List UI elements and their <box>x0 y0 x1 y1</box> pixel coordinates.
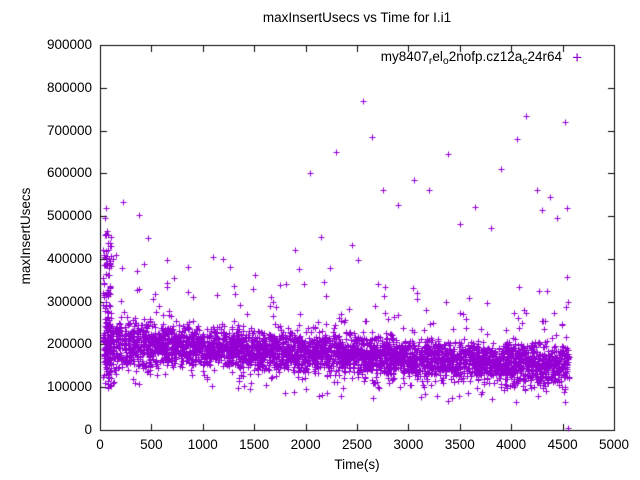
x-tick-label-4: 2000 <box>290 437 321 452</box>
legend-series-label: my8407relo2nofp.cz12ac24r64 <box>381 49 562 67</box>
x-tick-label-3: 1500 <box>239 437 270 452</box>
y-tick-label-2: 200000 <box>46 336 92 352</box>
y-axis-label: maxInsertUsecs <box>18 187 33 285</box>
legend: my8407relo2nofp.cz12ac24r64 + <box>381 49 582 67</box>
legend-label-subscript: c <box>522 54 528 67</box>
y-tick-label-0: 0 <box>84 422 92 437</box>
y-tick-label-1: 100000 <box>46 379 92 395</box>
x-tick-label-2: 1000 <box>187 437 218 452</box>
y-tick-label-9: 900000 <box>46 37 92 52</box>
y-tick-label-8: 800000 <box>46 79 92 95</box>
legend-label-text: 24r64 <box>527 49 563 64</box>
chart-title: maxInsertUsecs vs Time for I.i1 <box>262 10 452 25</box>
y-tick-label-6: 600000 <box>46 165 92 181</box>
x-tick-label-7: 3500 <box>444 437 475 452</box>
plus-marker-icon: + <box>572 47 582 67</box>
x-tick-label-0: 0 <box>96 437 104 452</box>
legend-label-text: 2nofp.cz12a <box>448 49 523 64</box>
legend-label-subscript: o <box>442 54 449 67</box>
x-tick-label-6: 3000 <box>393 437 424 452</box>
x-tick-label-8: 4000 <box>496 437 527 452</box>
y-tick-label-3: 300000 <box>46 293 92 309</box>
y-tick-label-4: 400000 <box>46 250 92 266</box>
y-tick-label-7: 700000 <box>46 122 92 138</box>
legend-label-text: el <box>432 49 443 64</box>
x-tick-label-9: 4500 <box>547 437 578 452</box>
x-tick-label-5: 2500 <box>341 437 373 452</box>
x-tick-label-10: 5000 <box>598 437 630 452</box>
y-tick-label-5: 500000 <box>46 208 92 224</box>
legend-label-text: my8407 <box>380 49 429 64</box>
x-tick-label-1: 500 <box>140 437 163 452</box>
x-axis-label: Time(s) <box>334 457 380 472</box>
legend-label-subscript: r <box>428 54 433 67</box>
